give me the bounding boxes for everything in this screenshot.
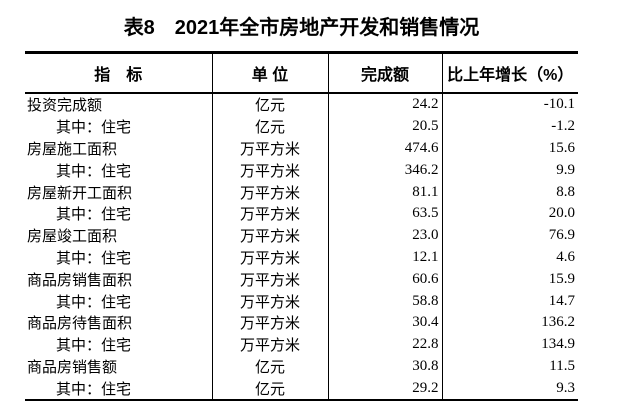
unit-cell: 亿元	[211, 115, 328, 138]
unit-cell: 万平方米	[211, 268, 328, 291]
growth-value-cell: 8.8	[441, 181, 578, 203]
growth-value-cell: 15.6	[441, 137, 578, 160]
indicator-cell: 房屋施工面积	[27, 141, 118, 158]
header-unit: 单 位	[211, 52, 328, 94]
table-header-row: 指 标 单 位 完成额 比上年增长（%）	[25, 52, 578, 94]
table-title: 表8 2021年全市房地产开发和销售情况	[123, 17, 480, 39]
header-growth: 比上年增长（%）	[441, 52, 578, 94]
indicator-cell: 房屋竣工面积	[27, 229, 118, 246]
table-row: 投资完成额 亿元 24.2 -10.1	[25, 93, 578, 116]
growth-value-cell: 11.5	[441, 355, 578, 378]
unit-cell: 万平方米	[211, 159, 328, 182]
growth-value-cell: 136.2	[441, 311, 578, 334]
completed-value-cell: 12.1	[327, 246, 442, 269]
header-completed: 完成额	[327, 52, 442, 94]
growth-value-cell: 9.9	[441, 159, 578, 182]
table-body: 投资完成额 亿元 24.2 -10.1 其中：住宅 亿元 20.5 -1.2 房…	[25, 93, 578, 401]
completed-value-cell: 81.1	[327, 181, 442, 203]
completed-value-cell: 23.0	[327, 224, 442, 247]
growth-value-cell: -1.2	[441, 115, 578, 138]
indicator-cell: 其中：住宅	[56, 120, 132, 137]
unit-cell: 万平方米	[211, 224, 328, 247]
indicator-cell: 投资完成额	[27, 98, 103, 115]
completed-value-cell: 24.2	[327, 93, 442, 116]
unit-cell: 万平方米	[211, 311, 328, 334]
table-row: 商品房销售面积 万平方米 60.6 15.9	[25, 268, 578, 291]
completed-value-cell: 22.8	[327, 333, 442, 356]
indicator-cell: 其中：住宅	[56, 163, 132, 180]
completed-value-cell: 30.4	[327, 311, 442, 334]
unit-cell: 万平方米	[211, 181, 328, 203]
growth-value-cell: 76.9	[441, 224, 578, 247]
unit-cell: 万平方米	[211, 290, 328, 312]
indicator-cell: 商品房销售面积	[27, 272, 133, 289]
growth-value-cell: 14.7	[441, 290, 578, 312]
table-row: 商品房销售额 亿元 30.8 11.5	[25, 355, 578, 378]
indicator-cell: 其中：住宅	[56, 207, 132, 224]
table-row: 其中：住宅 亿元 29.2 9.3	[25, 377, 578, 401]
indicator-cell: 其中：住宅	[56, 250, 132, 267]
indicator-cell: 商品房销售额	[27, 359, 118, 376]
unit-cell: 亿元	[211, 377, 328, 401]
unit-cell: 万平方米	[211, 137, 328, 160]
completed-value-cell: 29.2	[327, 377, 442, 401]
table-row: 其中：住宅 万平方米 22.8 134.9	[25, 333, 578, 356]
completed-value-cell: 346.2	[327, 159, 442, 182]
table-row: 商品房待售面积 万平方米 30.4 136.2	[25, 311, 578, 334]
table-row: 其中：住宅 万平方米 346.2 9.9	[25, 159, 578, 182]
completed-value-cell: 474.6	[327, 137, 442, 160]
unit-cell: 万平方米	[211, 246, 328, 269]
header-indicator: 指 标	[25, 52, 212, 94]
growth-value-cell: 20.0	[441, 202, 578, 225]
table-row: 房屋施工面积 万平方米 474.6 15.6	[25, 137, 578, 160]
table-row: 房屋竣工面积 万平方米 23.0 76.9	[25, 224, 578, 247]
growth-value-cell: 4.6	[441, 246, 578, 269]
indicator-cell: 其中：住宅	[56, 294, 132, 311]
table-row: 其中：住宅 万平方米 58.8 14.7	[25, 290, 578, 312]
table-row: 其中：住宅 万平方米 12.1 4.6	[25, 246, 578, 269]
table-row: 房屋新开工面积 万平方米 81.1 8.8	[25, 181, 578, 203]
completed-value-cell: 30.8	[327, 355, 442, 378]
table-row: 其中：住宅 亿元 20.5 -1.2	[25, 115, 578, 138]
indicator-cell: 其中：住宅	[56, 381, 132, 398]
unit-cell: 万平方米	[211, 333, 328, 356]
unit-cell: 亿元	[211, 355, 328, 378]
growth-value-cell: 9.3	[441, 377, 578, 401]
unit-cell: 亿元	[211, 93, 328, 116]
indicator-cell: 房屋新开工面积	[27, 185, 133, 202]
statistics-table: 指 标 单 位 完成额 比上年增长（%） 投资完成额 亿元 24.2 -10.1…	[25, 51, 578, 402]
table-row: 其中：住宅 万平方米 63.5 20.0	[25, 202, 578, 225]
indicator-cell: 商品房待售面积	[27, 316, 133, 333]
completed-value-cell: 58.8	[327, 290, 442, 312]
growth-value-cell: 134.9	[441, 333, 578, 356]
completed-value-cell: 63.5	[327, 202, 442, 225]
growth-value-cell: 15.9	[441, 268, 578, 291]
unit-cell: 万平方米	[211, 202, 328, 225]
growth-value-cell: -10.1	[441, 93, 578, 116]
completed-value-cell: 20.5	[327, 115, 442, 138]
completed-value-cell: 60.6	[327, 268, 442, 291]
indicator-cell: 其中：住宅	[56, 338, 132, 355]
